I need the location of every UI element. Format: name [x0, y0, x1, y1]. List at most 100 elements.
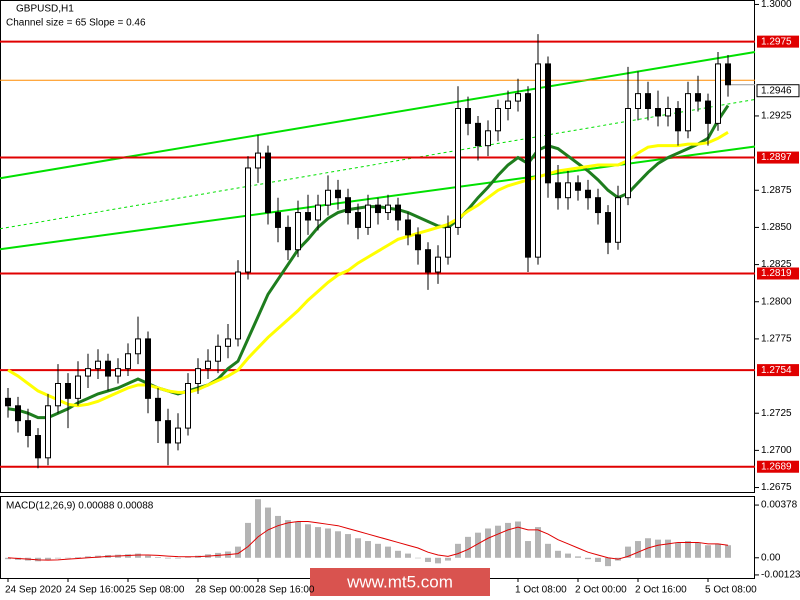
x-tick-label: 2 Oct 00:00: [575, 585, 627, 596]
candle-body: [355, 212, 361, 228]
candle-body: [155, 397, 161, 422]
macd-bar: [535, 527, 541, 558]
candle-body: [275, 212, 281, 228]
macd-bar: [395, 550, 401, 558]
macd-bar: [425, 557, 431, 562]
macd-bar: [445, 557, 451, 561]
candle-body: [555, 182, 561, 199]
macd-bar: [65, 557, 71, 559]
candle-body: [315, 204, 321, 221]
macd-bar: [475, 532, 481, 558]
candle-body: [515, 93, 521, 102]
macd-bar: [585, 557, 591, 560]
candle-body: [715, 63, 721, 124]
macd-bar: [695, 542, 701, 558]
x-tick-label: 25 Sep 08:00: [125, 585, 185, 596]
candle-body: [455, 108, 461, 228]
macd-bar: [265, 507, 271, 558]
level-label-box: [757, 460, 799, 473]
y-tick-label: 1.2775: [761, 334, 792, 345]
level-label: 1.2975: [761, 36, 792, 47]
candle-body: [45, 405, 51, 459]
candle-body: [165, 420, 171, 444]
macd-bar: [565, 553, 571, 558]
x-tick-label: 28 Sep 00:00: [195, 585, 255, 596]
macd-bar: [245, 522, 251, 558]
macd-bar: [655, 539, 661, 558]
macd-y-tick-label: 0.00378: [761, 500, 798, 511]
candle-body: [565, 182, 571, 199]
candle-body: [625, 108, 631, 199]
macd-signal: [7, 521, 729, 561]
watermark-box: [310, 568, 490, 596]
candle-body: [5, 397, 11, 407]
x-tick-label: 24 Sep 2020: [5, 585, 62, 596]
candle-body: [405, 219, 411, 236]
macd-bar: [595, 557, 601, 562]
macd-bar: [385, 546, 391, 558]
candle-body: [705, 100, 711, 124]
candle-body: [605, 212, 611, 243]
macd-bar: [555, 550, 561, 558]
candle-body: [675, 108, 681, 132]
level-label-box: [757, 35, 799, 48]
macd-bar: [705, 545, 711, 558]
macd-bar: [145, 555, 151, 558]
macd-bar: [315, 527, 321, 558]
candle-body: [525, 93, 531, 258]
candle-body: [115, 368, 121, 377]
candle-body: [445, 226, 451, 258]
candle-body: [75, 375, 81, 399]
macd-bar: [375, 543, 381, 558]
candle-body: [255, 152, 261, 169]
macd-y-tick-label: -0.00123: [761, 570, 800, 581]
level-label: 1.2689: [761, 461, 792, 472]
candle-body: [55, 382, 61, 407]
macd-bar: [675, 542, 681, 558]
candle-body: [665, 108, 671, 117]
candle-body: [645, 93, 651, 110]
candle-body: [125, 353, 131, 370]
macd-bar: [485, 528, 491, 558]
candle-body: [545, 63, 551, 184]
candle-body: [575, 182, 581, 191]
macd-bar: [235, 546, 241, 558]
candle-body: [105, 360, 111, 377]
y-tick-label: 1.3000: [761, 0, 792, 10]
candle-body: [725, 63, 731, 86]
candle-body: [175, 427, 181, 444]
macd-bar: [75, 557, 81, 558]
current-price-label: 1.2946: [761, 85, 792, 96]
candle-body: [615, 197, 621, 243]
candle-body: [25, 420, 31, 437]
macd-bar: [305, 524, 311, 558]
macd-bar: [355, 538, 361, 558]
macd-title: MACD(12,26,9) 0.00088 0.00088: [6, 501, 154, 512]
candle-body: [335, 189, 341, 199]
level-label: 1.2819: [761, 268, 792, 279]
candle-body: [295, 212, 301, 251]
candle-body: [435, 256, 441, 273]
candle-body: [465, 108, 471, 124]
x-tick-label: 5 Oct 08:00: [705, 585, 757, 596]
current-price-box: [756, 84, 800, 98]
macd-bar: [725, 545, 731, 558]
candle-body: [375, 204, 381, 214]
x-tick-label: 1 Oct 08:00: [515, 585, 567, 596]
y-tick-label: 1.2675: [761, 482, 792, 493]
macd-bar: [525, 541, 531, 558]
macd-bar: [275, 515, 281, 558]
candle-body: [395, 204, 401, 221]
macd-bar: [435, 557, 441, 564]
macd-bar: [605, 557, 611, 567]
watermark: www.mt5.com: [346, 572, 453, 591]
macd-bar: [685, 541, 691, 558]
macd-bar: [365, 541, 371, 558]
macd-bar: [165, 557, 171, 559]
macd-bar: [285, 520, 291, 558]
macd-bar: [335, 531, 341, 558]
macd-bar: [5, 557, 11, 560]
candle-body: [285, 226, 291, 251]
candle-body: [65, 382, 71, 399]
candle-body: [265, 152, 271, 214]
